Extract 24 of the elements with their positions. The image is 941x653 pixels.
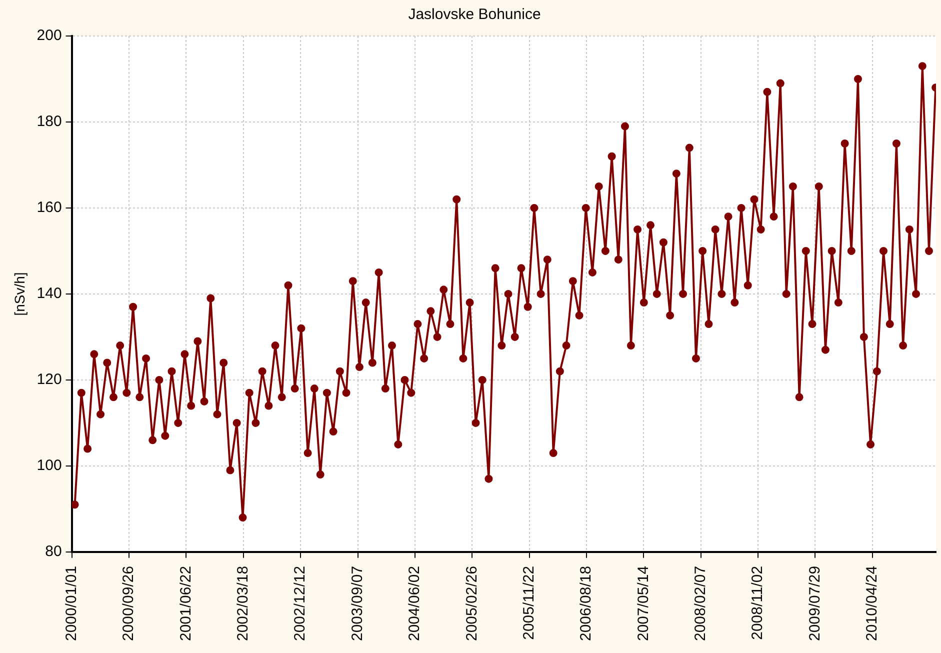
y-tick-label: 80 xyxy=(45,543,62,560)
x-tick-label: 2002/12/12 xyxy=(292,566,309,642)
x-tick-label: 2002/03/18 xyxy=(234,566,252,642)
y-tick-label: 180 xyxy=(36,113,62,130)
chart-title: Jaslovske Bohunice xyxy=(408,6,541,24)
x-tick-label: 2001/06/22 xyxy=(177,566,194,642)
x-tick-label: 2000/09/26 xyxy=(120,566,138,642)
x-tick-label: 2004/06/02 xyxy=(406,566,424,642)
y-tick-label: 120 xyxy=(36,371,62,388)
y-tick-label: 200 xyxy=(36,27,62,44)
x-tick-label: 2003/09/07 xyxy=(348,566,366,642)
y-tick-label: 160 xyxy=(36,199,62,216)
x-tick-label: 2009/07/29 xyxy=(806,566,824,642)
y-tick-label: 100 xyxy=(36,457,62,474)
x-tick-label: 2008/02/07 xyxy=(692,566,710,642)
x-tick-label: 2000/01/01 xyxy=(62,566,80,642)
x-tick-label: 2005/11/22 xyxy=(520,566,538,640)
y-tick-label: 140 xyxy=(36,285,62,302)
x-tick-label: 2005/02/26 xyxy=(463,566,480,642)
x-tick-label: 2007/05/14 xyxy=(634,566,652,642)
x-tick-label: 2008/11/02 xyxy=(749,566,766,640)
y-axis-title: [nSv/h] xyxy=(11,272,28,316)
x-tick-label: 2006/08/18 xyxy=(578,566,595,642)
x-tick-label: 2010/04/24 xyxy=(864,566,881,642)
